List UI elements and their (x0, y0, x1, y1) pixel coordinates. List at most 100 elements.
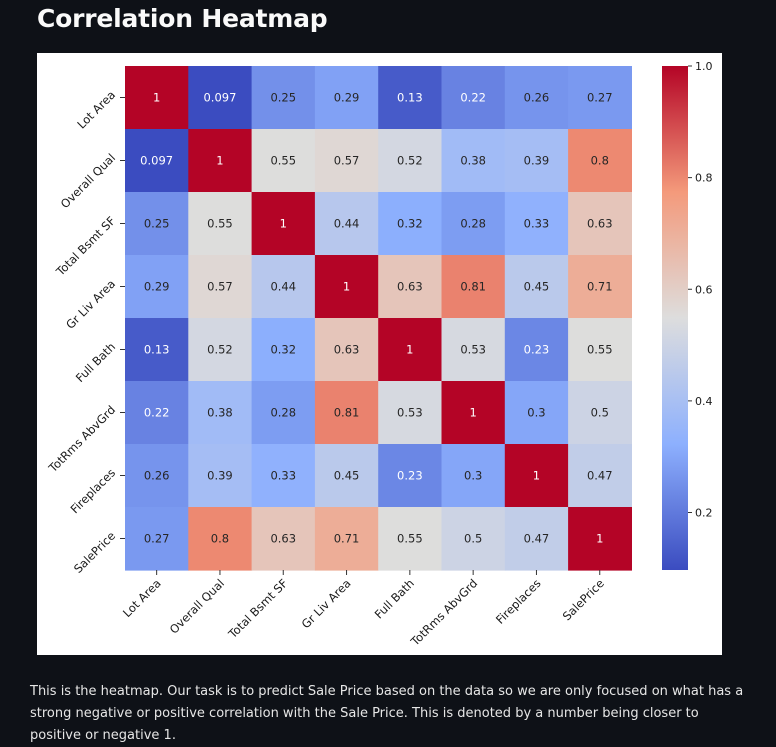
cell-value-label: 0.32 (270, 343, 296, 357)
heatmap-cell (188, 381, 253, 445)
x-tick-label: Lot Area (120, 576, 164, 620)
cell-value-label: 0.26 (144, 469, 170, 483)
heatmap-cells (125, 66, 632, 571)
y-tick-label: Lot Area (74, 88, 118, 132)
heatmap-cell (378, 66, 443, 130)
heatmap-cell (314, 129, 379, 193)
heatmap-cell (568, 129, 632, 193)
colorbar-tick-label: 0.4 (695, 395, 713, 408)
x-tick-label: Fireplaces (493, 576, 544, 627)
cell-value-label: 0.29 (334, 91, 360, 105)
x-tick-label: Gr Liv Area (299, 576, 354, 631)
x-tick-label: SalePrice (560, 576, 607, 623)
heatmap-cell (378, 318, 443, 382)
cell-value-label: 0.63 (270, 532, 296, 546)
cell-value-label: 0.52 (207, 343, 233, 357)
heatmap-cell (378, 381, 443, 445)
y-tick-label: Fireplaces (68, 466, 119, 517)
cell-value-label: 0.81 (460, 280, 486, 294)
heatmap-cell (378, 255, 443, 319)
heatmap-cell (441, 507, 506, 571)
colorbar-tick-label: 0.6 (695, 283, 713, 296)
heatmap-cell (378, 507, 443, 571)
cell-value-label: 1 (216, 154, 223, 168)
cell-value-label: 0.57 (207, 280, 233, 294)
cell-value-label: 0.55 (397, 532, 423, 546)
heatmap-cell (314, 66, 379, 130)
cell-value-label: 0.38 (207, 406, 233, 420)
heatmap-cell (441, 129, 506, 193)
cell-value-label: 0.45 (524, 280, 550, 294)
heatmap-cell (125, 318, 189, 382)
heatmap-cell (568, 444, 632, 508)
heatmap-cell (251, 318, 316, 382)
heatmap-cell (504, 444, 569, 508)
cell-value-label: 1 (469, 406, 476, 420)
x-tick-label: Full Bath (372, 576, 417, 621)
colorbar: 0.2 0.4 0.6 0.8 1.0 (662, 60, 713, 570)
cell-value-label: 0.29 (144, 280, 170, 294)
colorbar-gradient (662, 66, 688, 570)
page-title: Correlation Heatmap (37, 4, 328, 33)
heatmap-cell (125, 381, 189, 445)
heatmap-cell (378, 129, 443, 193)
cell-value-label: 0.8 (591, 154, 609, 168)
y-tick-label: Full Bath (73, 340, 118, 385)
cell-value-label: 0.39 (207, 469, 233, 483)
y-tick-label: TotRms AbvGrd (45, 403, 118, 476)
cell-value-label: 0.55 (270, 154, 296, 168)
heatmap-cell (314, 255, 379, 319)
x-tick-label: Overall Qual (167, 576, 227, 636)
cell-value-label: 0.27 (144, 532, 170, 546)
cell-value-label: 0.13 (397, 91, 423, 105)
cell-value-label: 0.33 (270, 469, 296, 483)
heatmap-cell (125, 444, 189, 508)
cell-value-label: 0.22 (144, 406, 170, 420)
heatmap-cell (441, 444, 506, 508)
heatmap-cell (568, 318, 632, 382)
heatmap-cell (125, 66, 189, 130)
heatmap-cell (504, 381, 569, 445)
heatmap-cell (314, 444, 379, 508)
heatmap-cell (441, 192, 506, 256)
heatmap-cell (504, 66, 569, 130)
cell-value-label: 0.71 (334, 532, 360, 546)
cell-value-label: 0.5 (464, 532, 482, 546)
heatmap-svg: 1 0.097 0.25 0.29 0.13 0.22 0.26 0.27 0.097 1 0.55… (45, 60, 713, 649)
cell-value-label: 0.3 (527, 406, 545, 420)
heatmap-cell (314, 507, 379, 571)
colorbar-tick-label: 0.8 (695, 172, 713, 185)
cell-value-label: 1 (596, 532, 603, 546)
cell-value-label: 0.097 (203, 91, 236, 105)
cell-value-label: 0.38 (460, 154, 486, 168)
cell-value-label: 0.63 (397, 280, 423, 294)
cell-value-label: 0.28 (460, 217, 486, 231)
cell-value-label: 0.5 (591, 406, 609, 420)
cell-value-label: 0.39 (524, 154, 550, 168)
heatmap-cell (125, 255, 189, 319)
heatmap-cell (441, 381, 506, 445)
heatmap-cell (504, 255, 569, 319)
cell-value-label: 1 (406, 343, 413, 357)
cell-value-label: 0.57 (334, 154, 360, 168)
heatmap-cell (504, 318, 569, 382)
x-tick-label: Total Bsmt SF (225, 576, 291, 642)
heatmap-cell (188, 318, 253, 382)
cell-value-label: 0.55 (587, 343, 613, 357)
cell-value-label: 0.53 (460, 343, 486, 357)
cell-value-label: 0.8 (211, 532, 229, 546)
heatmap-cell (568, 66, 632, 130)
cell-value-label: 0.44 (334, 217, 360, 231)
heatmap-cell (568, 507, 632, 571)
heatmap-cell (188, 129, 253, 193)
description-text: This is the heatmap. Our task is to pred… (30, 684, 744, 743)
heatmap-cell (441, 66, 506, 130)
cell-value-label: 0.63 (587, 217, 613, 231)
cell-value-label: 0.097 (140, 154, 173, 168)
y-tick-label: SalePrice (71, 529, 118, 576)
cell-value-label: 0.25 (144, 217, 170, 231)
heatmap-cell (568, 381, 632, 445)
heatmap-cell (125, 129, 189, 193)
heatmap-cell (314, 318, 379, 382)
